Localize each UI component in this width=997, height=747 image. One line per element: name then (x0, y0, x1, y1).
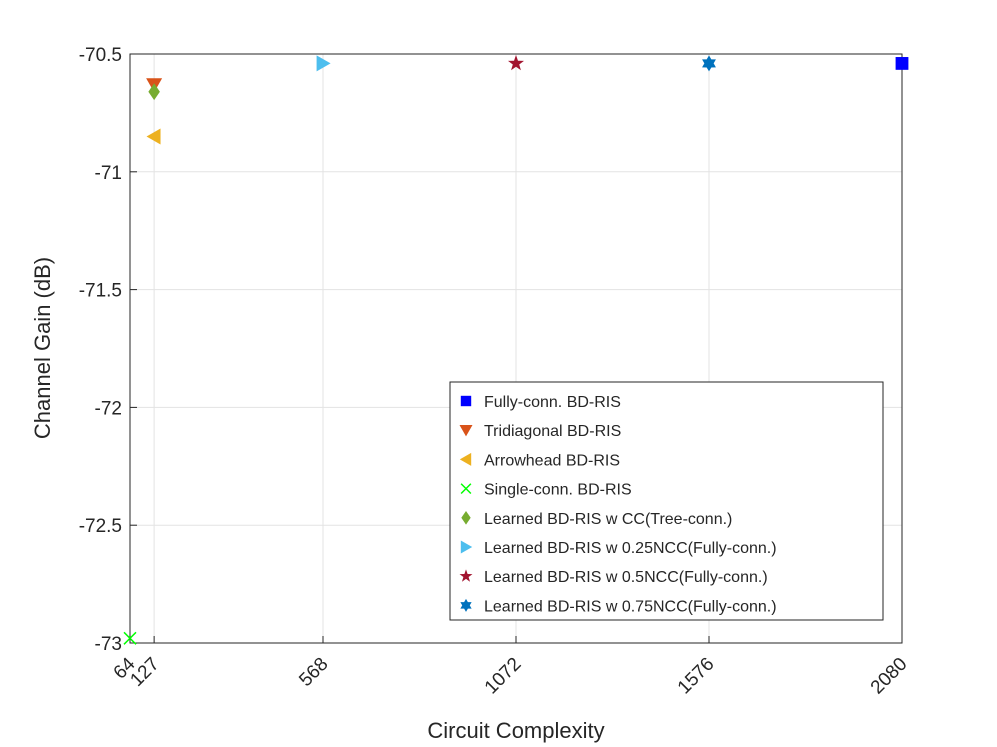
legend-marker (460, 598, 472, 612)
y-tick-label: -72.5 (79, 516, 122, 537)
data-point (316, 55, 331, 72)
x-tick-label: 127 (126, 654, 163, 691)
legend-marker (460, 483, 472, 495)
legend-label: Learned BD-RIS w 0.25NCC(Fully-conn.) (484, 540, 777, 557)
legend: Fully-conn. BD-RIS Tridiagonal BD-RIS Arro… (449, 381, 884, 621)
legend-marker (459, 425, 473, 437)
legend-label: Learned BD-RIS w 0.5NCC(Fully-conn.) (484, 569, 768, 586)
legend-label: Learned BD-RIS w CC(Tree-conn.) (484, 511, 732, 528)
data-point (702, 55, 716, 72)
legend-label: Arrowhead BD-RIS (484, 452, 620, 469)
y-tick-label: -71.5 (79, 281, 122, 302)
legend-label: Single-conn. BD-RIS (484, 482, 632, 499)
data-points (123, 55, 909, 645)
data-point (148, 83, 160, 101)
x-tick-label: 2080 (867, 654, 912, 699)
data-point (123, 631, 137, 645)
legend-marker (460, 395, 472, 407)
x-tick-label: 1072 (481, 654, 526, 699)
legend-marker (459, 569, 473, 582)
y-tick-label: -72 (95, 398, 122, 419)
x-tick-label: 1576 (674, 654, 719, 699)
data-point (895, 57, 909, 70)
x-tick-label: 568 (295, 654, 332, 691)
y-tick-label: -71 (95, 163, 122, 184)
legend-label: Learned BD-RIS w 0.75NCC(Fully-conn.) (484, 598, 777, 615)
data-point (508, 55, 524, 71)
y-tick-label: -73 (95, 634, 122, 655)
y-axis-title: Channel Gain (dB) (30, 257, 55, 439)
legend-label: Tridiagonal BD-RIS (484, 423, 621, 440)
x-axis-title: Circuit Complexity (427, 718, 604, 743)
legend-marker (460, 540, 473, 554)
legend-label: Fully-conn. BD-RIS (484, 394, 621, 411)
y-tick-label: -70.5 (79, 45, 122, 66)
legend-box (449, 381, 884, 621)
legend-marker (459, 452, 472, 466)
data-point (146, 128, 161, 145)
legend-marker (461, 510, 471, 525)
